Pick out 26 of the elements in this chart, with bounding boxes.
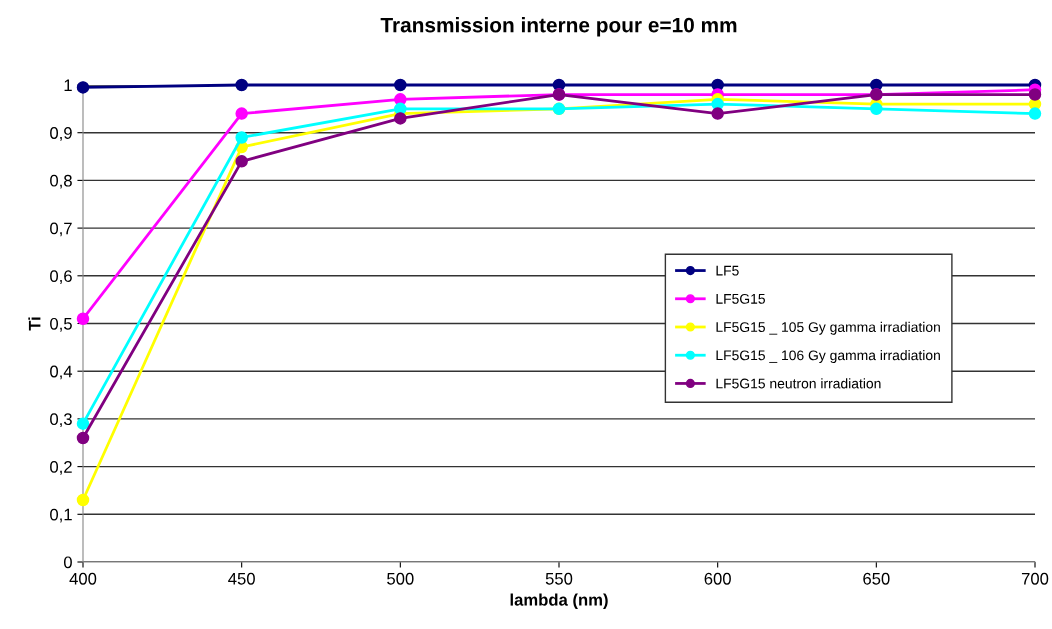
y-tick-label: 0,5 <box>50 317 72 332</box>
y-tick-label: 0 <box>63 556 72 569</box>
y-tick-label: 0,8 <box>50 174 72 189</box>
chart-title: Transmission interne pour e=10 mm <box>380 17 737 37</box>
y-tick-label: 1 <box>64 79 72 92</box>
y-tick-label: 0,3 <box>50 413 72 428</box>
y-tick-label: 0,4 <box>50 365 73 380</box>
x-axis-title: lambda (nm) <box>510 593 608 610</box>
x-tick-label: 400 <box>69 572 97 585</box>
y-tick-label: 0,7 <box>50 222 72 237</box>
legend-label: LF5G15 _ 106 Gy gamma irradiation <box>716 350 940 363</box>
y-axis-title: Ti <box>28 317 41 331</box>
y-tick-label: 0,2 <box>50 461 72 475</box>
x-tick-label: 650 <box>863 572 890 585</box>
legend-label: LF5G15 neutron irradiation <box>716 378 881 389</box>
legend-label: LF5G15 <box>716 293 765 304</box>
x-tick-label: 450 <box>228 572 255 585</box>
x-tick-label: 550 <box>545 572 573 585</box>
y-tick-label: 0,6 <box>50 270 72 284</box>
x-tick-label: 600 <box>704 572 731 585</box>
y-tick-label: 0,9 <box>50 127 72 141</box>
legend-label: LF5 <box>716 265 739 276</box>
legend-label: LF5G15 _ 105 Gy gamma irradiation <box>716 321 940 335</box>
x-tick-label: 500 <box>387 572 414 585</box>
x-tick-label: 700 <box>1021 572 1049 585</box>
y-tick-label: 0,1 <box>50 508 72 523</box>
